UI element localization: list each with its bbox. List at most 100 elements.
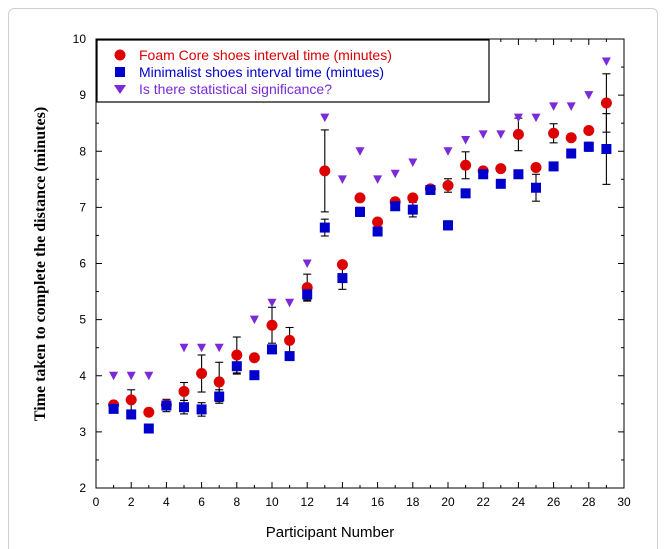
x-tick-label: 30 <box>617 495 631 509</box>
minimalist-point <box>143 423 154 434</box>
minimalist-point <box>407 204 418 215</box>
foam-core-point <box>442 179 454 191</box>
significance-marker <box>337 175 347 184</box>
x-tick-label: 18 <box>406 495 420 509</box>
x-tick-label: 14 <box>336 495 350 509</box>
x-tick-label: 6 <box>198 495 205 509</box>
legend-label-significance: Is there statistical significance? <box>139 81 332 97</box>
significance-marker <box>549 102 559 111</box>
x-tick-label: 0 <box>93 495 100 509</box>
foam-core-point <box>266 319 278 331</box>
significance-marker <box>267 298 277 308</box>
foam-core-point <box>213 376 225 388</box>
y-tick-label: 6 <box>79 257 86 271</box>
legend-label-foam-core: Foam Core shoes interval time (minutes) <box>139 47 392 63</box>
minimalist-point <box>302 289 313 300</box>
foam-core-point <box>336 259 348 271</box>
significance-marker <box>461 136 471 145</box>
foam-core-point <box>231 349 243 361</box>
foam-core-point <box>530 162 542 174</box>
minimalist-point <box>337 273 348 284</box>
legend-marker-significance <box>114 85 126 94</box>
minimalist-point <box>267 344 277 355</box>
minimalist-point <box>548 161 559 172</box>
x-tick-label: 28 <box>582 495 596 509</box>
significance-marker <box>496 130 506 139</box>
minimalist-point <box>284 351 295 362</box>
minimalist-point <box>372 226 383 237</box>
minimalist-point <box>531 182 541 193</box>
minimalist-point <box>460 188 471 199</box>
foam-core-point <box>565 132 577 144</box>
x-tick-label: 4 <box>163 495 170 509</box>
foam-core-point <box>125 394 137 406</box>
x-tick-label: 8 <box>233 495 240 509</box>
legend-marker-minimalist <box>115 67 125 77</box>
x-tick-label: 2 <box>128 495 135 509</box>
minimalist-point <box>108 403 119 414</box>
significance-marker <box>109 371 119 381</box>
significance-marker <box>584 91 594 100</box>
foam-core-point <box>583 124 595 136</box>
minimalist-point <box>161 400 172 411</box>
minimalist-point <box>249 370 260 381</box>
x-tick-label: 26 <box>547 495 561 509</box>
significance-marker <box>513 113 523 123</box>
minimalist-point <box>513 169 524 180</box>
minimalist-point <box>495 178 506 189</box>
significance-marker <box>478 130 488 139</box>
significance-marker <box>214 343 224 353</box>
x-tick-label: 10 <box>265 495 279 509</box>
minimalist-point <box>319 222 330 233</box>
x-axis-label: Participant Number <box>266 524 394 540</box>
significance-marker <box>531 113 541 123</box>
significance-marker <box>179 343 189 353</box>
significance-marker <box>390 169 400 179</box>
x-tick-label: 24 <box>512 495 526 509</box>
legend-label-minimalist: Minimalist shoes interval time (mintues) <box>139 64 384 80</box>
significance-marker <box>355 147 365 156</box>
minimalist-point <box>390 201 401 212</box>
foam-core-point <box>372 216 384 228</box>
significance-marker <box>302 259 312 268</box>
x-tick-label: 12 <box>301 495 315 509</box>
significance-marker <box>144 371 154 381</box>
minimalist-point <box>355 206 365 217</box>
foam-core-point <box>284 334 296 346</box>
foam-core-point <box>143 406 155 418</box>
x-tick-label: 20 <box>441 495 455 509</box>
foam-core-point <box>548 127 560 139</box>
foam-core-point <box>178 385 190 397</box>
foam-core-point <box>512 128 524 140</box>
minimalist-point <box>478 169 489 180</box>
points-layer <box>108 57 612 434</box>
foam-core-point <box>495 163 507 175</box>
y-tick-label: 4 <box>79 369 86 383</box>
foam-core-point <box>460 159 472 171</box>
significance-marker <box>443 147 453 156</box>
y-axis-label: Time taken to complete the distance (min… <box>32 107 49 421</box>
significance-marker <box>285 298 295 308</box>
minimalist-point <box>231 361 242 372</box>
y-tick-label: 10 <box>73 32 87 46</box>
significance-marker <box>373 175 383 184</box>
minimalist-point <box>196 404 207 415</box>
significance-marker <box>249 315 259 325</box>
y-tick-label: 2 <box>79 481 86 495</box>
minimalist-point <box>601 144 612 155</box>
significance-marker <box>601 57 611 66</box>
significance-marker <box>408 158 418 167</box>
foam-core-point <box>354 192 366 204</box>
significance-marker <box>126 371 136 381</box>
significance-marker <box>566 102 576 111</box>
y-tick-label: 8 <box>79 144 86 158</box>
minimalist-point <box>566 148 577 159</box>
minimalist-point <box>179 402 189 413</box>
legend-marker-foam-core <box>114 49 126 61</box>
legend: Foam Core shoes interval time (minutes) … <box>96 39 490 103</box>
significance-marker <box>320 113 330 123</box>
minimalist-point <box>443 220 453 231</box>
foam-core-point <box>248 352 260 364</box>
